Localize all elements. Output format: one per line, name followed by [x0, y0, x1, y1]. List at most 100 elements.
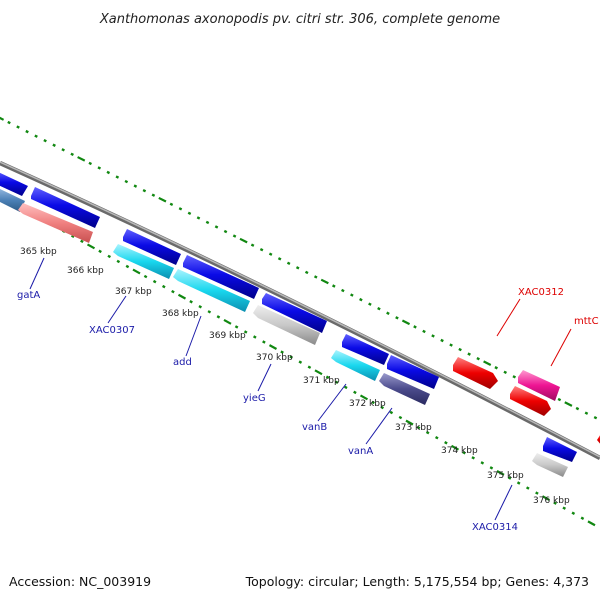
inner-scale-tick [353, 390, 357, 395]
inner-scale-tick [516, 481, 521, 485]
gene-arrow[interactable] [518, 370, 560, 401]
outer-scale-tick [142, 188, 147, 193]
inner-scale-tick [343, 385, 348, 390]
inner-scale-tick [116, 259, 121, 264]
outer-scale-tick [332, 284, 336, 288]
gene-arrow[interactable] [253, 305, 320, 345]
outer-scale-tick [214, 225, 219, 229]
outer-scale-tick [313, 275, 318, 279]
gene-arrow[interactable] [543, 437, 577, 462]
gene-label[interactable]: mttC [574, 316, 599, 327]
inner-scale-tick [207, 310, 212, 314]
inner-scale-tick [216, 315, 221, 319]
gene-arrow[interactable] [123, 229, 181, 265]
gene-arrow[interactable] [532, 453, 568, 477]
outer-scale-tick [187, 211, 192, 216]
outer-scale-tick [368, 302, 372, 306]
inner-scale-tick [535, 491, 539, 495]
outer-scale-tick [422, 329, 426, 334]
gene-label[interactable]: vanA [348, 446, 373, 457]
outer-scale-tick [196, 216, 201, 220]
inner-scale-tick [262, 340, 266, 344]
outer-scale-tick [34, 134, 38, 138]
gene-arrow[interactable] [379, 373, 430, 405]
outer-scale-tick [557, 397, 562, 402]
outer-scale-tick [593, 415, 598, 420]
inner-scale-tick [268, 344, 278, 350]
gene-label[interactable]: add [173, 357, 192, 368]
gene-label[interactable]: vanB [302, 422, 327, 433]
scale-label: 373 kbp [395, 423, 432, 433]
outer-scale-tick [250, 243, 255, 247]
gene-arrow[interactable] [262, 293, 327, 333]
scale-label: 365 kbp [20, 247, 57, 257]
gene-label[interactable]: gatA [17, 290, 40, 301]
scale-label: 370 kbp [256, 353, 293, 363]
gene-features [0, 171, 600, 477]
outer-scale-tick [295, 266, 300, 270]
outer-scale-tick [77, 156, 86, 162]
gene-arrow[interactable] [387, 355, 439, 389]
gene-arrow[interactable] [113, 244, 174, 279]
inner-scale-tick [405, 419, 414, 426]
gene-label-leader [29, 257, 45, 290]
outer-scale-tick [304, 270, 309, 275]
gene-label-leader [257, 363, 272, 392]
gene-arrow[interactable] [597, 432, 600, 446]
map-title: Xanthomonas axonopodis pv. citri str. 30… [99, 12, 500, 27]
gene-label-leader [550, 328, 572, 367]
inner-scale-tick [587, 520, 596, 527]
outer-scale-tick [97, 166, 102, 170]
inner-scale-tick [177, 293, 187, 300]
gene-label[interactable]: XAC0312 [518, 287, 564, 298]
outer-scale-tick [377, 307, 381, 311]
gene-arrow[interactable] [342, 334, 389, 365]
gene-arrow[interactable] [331, 350, 380, 381]
outer-scale-tick [458, 347, 462, 352]
genome-summary-text: Topology: circular; Length: 5,175,554 bp… [245, 574, 589, 589]
inner-scale-tick [507, 476, 512, 480]
outer-scale-tick [575, 406, 580, 411]
inner-scale-tick [525, 486, 530, 490]
outer-scale-tick [16, 125, 20, 129]
scale-label: 375 kbp [487, 471, 524, 481]
outer-scale-tick [239, 237, 248, 244]
gene-arrow[interactable] [0, 171, 28, 196]
inner-scale-tick [398, 415, 403, 420]
inner-scale-tick [125, 264, 130, 269]
inner-scale-tick [444, 440, 448, 445]
gene-arrow[interactable] [510, 386, 551, 416]
gene-arrow[interactable] [453, 357, 498, 389]
gene-label[interactable]: XAC0307 [89, 325, 135, 336]
gene-arrow[interactable] [183, 255, 259, 299]
outer-scale-tick [7, 120, 11, 125]
outer-scale-tick [386, 311, 390, 315]
outer-scale-tick [70, 152, 74, 157]
outer-scale-tick [106, 170, 111, 175]
outer-scale-tick [52, 143, 56, 147]
gene-arrow[interactable] [173, 269, 250, 312]
inner-scale-tick [198, 305, 203, 309]
gene-labels: gatA XAC0307 add yieG vanB vanA XAC0314 XAC0312… [17, 287, 599, 533]
gene-label[interactable]: XAC0314 [472, 522, 518, 533]
gene-arrow[interactable] [0, 189, 25, 212]
scale-label: 366 kbp [67, 266, 104, 276]
inner-scale-tick [553, 501, 557, 505]
outer-scale-tick [205, 220, 210, 225]
outer-scale-tick [467, 352, 471, 356]
inner-scale-tick [132, 268, 141, 275]
inner-scale-tick [307, 365, 312, 369]
scale-label: 367 kbp [115, 287, 152, 297]
gene-label[interactable]: yieG [243, 393, 266, 404]
gene-arrow[interactable] [31, 187, 100, 228]
outer-scale-tick [88, 161, 93, 166]
outer-scale-tick [133, 184, 138, 188]
outer-scale-tick [341, 288, 345, 293]
outer-scale-tick [320, 278, 329, 285]
outer-scale-tick [232, 234, 237, 238]
gene-label-leader [317, 383, 347, 422]
inner-scale-tick [371, 400, 375, 405]
inner-scale-tick [334, 380, 339, 385]
gene-arrow[interactable] [18, 203, 93, 243]
gene-label-leader [496, 298, 521, 337]
